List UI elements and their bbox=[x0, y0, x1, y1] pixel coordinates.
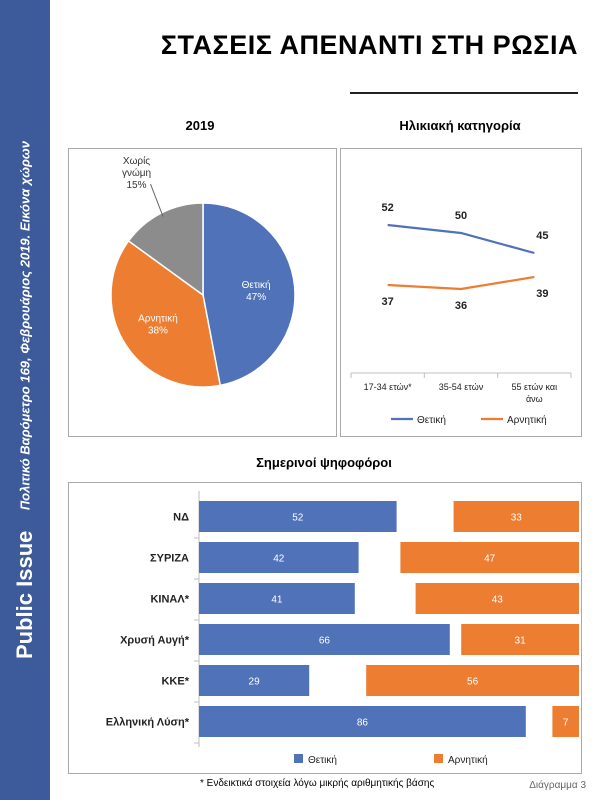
bar-value-label-1-3: 31 bbox=[515, 636, 527, 647]
bar-value-label-1-1: 47 bbox=[484, 554, 496, 565]
line-data-label-0-2: 45 bbox=[536, 230, 548, 242]
pie-label-2-1: γνώμη bbox=[122, 167, 151, 179]
footnote: * Ενδεικτικά στοιχεία λόγω μικρής αριθμη… bbox=[200, 778, 435, 789]
bar-1-2 bbox=[415, 583, 579, 614]
pie-slice-0 bbox=[202, 202, 296, 387]
bar-0-0 bbox=[199, 501, 397, 532]
bar-1-4 bbox=[366, 665, 579, 696]
pie-label-2-2: 15% bbox=[127, 180, 147, 191]
bar-category-label-1: ΣΥΡΙΖΑ bbox=[150, 553, 189, 565]
pie-label-1-0: Αρνητική bbox=[138, 313, 178, 325]
bar-value-label-0-4: 29 bbox=[249, 677, 261, 688]
bar-category-label-3: Χρυσή Αυγή* bbox=[120, 635, 190, 647]
bar-category-label-5: Ελληνική Λύση* bbox=[106, 717, 190, 729]
line-x-tick-label-2-0: 55 ετών και bbox=[512, 382, 558, 392]
page-title: ΣΤΑΣΕΙΣ ΑΠΕΝΑΝΤΙ ΣΤΗ ΡΩΣΙΑ bbox=[160, 30, 578, 60]
bar-1-1 bbox=[400, 542, 579, 573]
bar-legend-swatch-0 bbox=[294, 754, 303, 763]
line-series-0 bbox=[387, 223, 535, 255]
bar-value-label-0-2: 41 bbox=[271, 595, 283, 606]
pie-label-2-0: Χωρίς bbox=[123, 155, 150, 167]
line-chart: 52 50 45 37 36 39 17-34 ετών* 35-54 ετών 55 ετών… bbox=[350, 202, 572, 426]
title-underline bbox=[350, 92, 578, 94]
line-x-tick-label-0-0: 17-34 ετών* bbox=[364, 382, 412, 392]
line-legend-label-1: Αρνητική bbox=[507, 414, 547, 426]
pie-chart-panel: Θετική 47% Αρνητική 38% Χωρίς γνώμη 15% bbox=[68, 148, 337, 437]
line-data-label-0-0: 52 bbox=[382, 202, 394, 214]
line-x-tick-label-2-1: άνω bbox=[526, 394, 543, 404]
bar-chart: ΝΔ 52 33 ΣΥΡΙΖΑ 42 47 ΚΙΝΑΛ* 41 43 Χρυσή Αυγή* 66 3… bbox=[106, 491, 579, 766]
bar-0-3 bbox=[199, 624, 450, 655]
bar-category-label-4: ΚΚΕ* bbox=[161, 676, 189, 688]
bar-category-label-0: ΝΔ bbox=[173, 512, 189, 524]
line-series-1 bbox=[387, 275, 535, 291]
bar-0-4 bbox=[199, 665, 310, 696]
line-x-tick-label-1-0: 35-54 ετών bbox=[439, 382, 484, 392]
pie-leader-line-2 bbox=[150, 183, 164, 217]
line-data-label-0-1: 50 bbox=[455, 210, 467, 222]
bar-value-label-1-5: 7 bbox=[563, 718, 569, 729]
bar-1-5 bbox=[552, 706, 579, 737]
line-legend-label-0: Θετική bbox=[417, 414, 446, 426]
bar-value-label-0-1: 42 bbox=[273, 554, 285, 565]
bar-0-2 bbox=[199, 583, 355, 614]
bar-1-3 bbox=[461, 624, 579, 655]
pie-label-0-0: Θετική bbox=[242, 279, 271, 291]
line-chart-title: Ηλικιακή κατηγορία bbox=[399, 118, 521, 133]
line-data-label-1-0: 37 bbox=[382, 296, 394, 308]
pie-slice-1 bbox=[110, 239, 222, 388]
line-chart-panel: 52 50 45 37 36 39 17-34 ετών* 35-54 ετών 55 ετών… bbox=[340, 148, 582, 437]
bar-legend-swatch-1 bbox=[434, 754, 443, 763]
bar-0-5 bbox=[199, 706, 526, 737]
bar-0-1 bbox=[199, 542, 359, 573]
bar-chart-panel: ΝΔ 52 33 ΣΥΡΙΖΑ 42 47 ΚΙΝΑΛ* 41 43 Χρυσή Αυγή* 66 3… bbox=[68, 482, 582, 774]
bar-value-label-0-3: 66 bbox=[319, 636, 331, 647]
bar-category-label-2: ΚΙΝΑΛ* bbox=[150, 594, 189, 606]
source-note: Πολιτικό Βαρόμετρο 169, Φεβρουάριος 2019… bbox=[17, 140, 33, 511]
pie-label-1-1: 38% bbox=[148, 326, 168, 337]
bar-legend-label-1: Αρνητική bbox=[448, 754, 488, 766]
bar-value-label-0-0: 52 bbox=[292, 513, 304, 524]
bar-value-label-1-2: 43 bbox=[492, 595, 504, 606]
line-data-label-1-2: 39 bbox=[536, 288, 548, 300]
bar-legend-label-0: Θετική bbox=[308, 754, 337, 766]
brand-name: Public Issue bbox=[12, 530, 37, 660]
line-data-label-1-1: 36 bbox=[455, 300, 467, 312]
bar-value-label-1-4: 56 bbox=[467, 677, 479, 688]
bar-chart-title: Σημερινοί ψηφοφόροι bbox=[256, 455, 392, 470]
pie-chart-title: 2019 bbox=[185, 118, 215, 133]
figure-label: Διάγραμμα 3 bbox=[529, 780, 586, 791]
sidebar-text: Public Issue Πολιτικό Βαρόμετρο 169, Φεβ… bbox=[12, 141, 38, 659]
bar-1-0 bbox=[453, 501, 579, 532]
bar-value-label-0-5: 86 bbox=[357, 718, 369, 729]
pie-label-0-1: 47% bbox=[246, 292, 266, 303]
sidebar: Public Issue Πολιτικό Βαρόμετρο 169, Φεβ… bbox=[0, 0, 50, 800]
bar-value-label-1-0: 33 bbox=[511, 513, 523, 524]
